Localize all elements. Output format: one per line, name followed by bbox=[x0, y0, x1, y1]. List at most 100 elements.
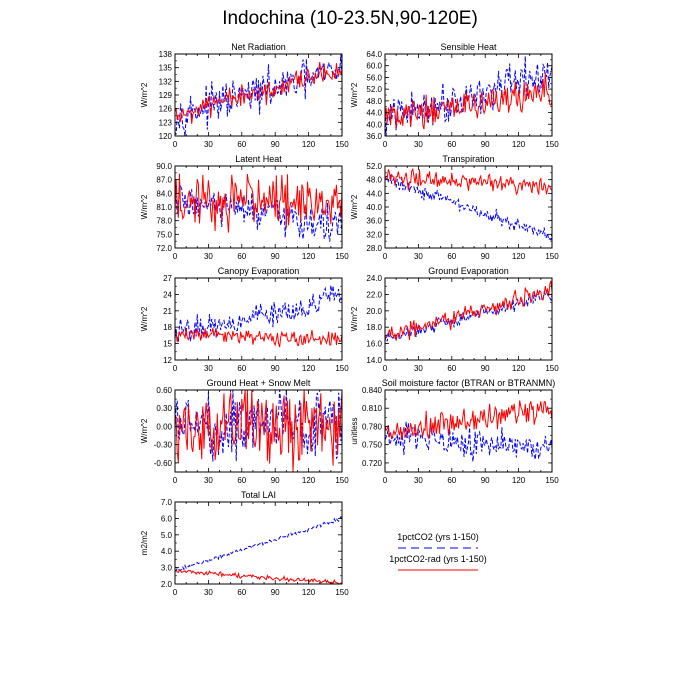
x-tick-label: 90 bbox=[481, 364, 490, 373]
y-tick-label: 48.0 bbox=[366, 176, 382, 185]
y-tick-label: 135 bbox=[159, 64, 173, 73]
x-tick-label: 30 bbox=[414, 140, 423, 149]
panel-8: Soil moisture factor (BTRAN or BTRANMN) u… bbox=[350, 378, 559, 485]
y-tick-label: 60.0 bbox=[366, 62, 382, 71]
series-line-1 bbox=[174, 184, 343, 242]
x-tick-label: 60 bbox=[237, 140, 246, 149]
y-tick-label: 6.0 bbox=[161, 514, 173, 523]
x-tick-label: 150 bbox=[335, 252, 349, 261]
x-tick-label: 0 bbox=[173, 364, 178, 373]
x-tick-label: 0 bbox=[173, 252, 178, 261]
x-tick-label: 60 bbox=[447, 140, 456, 149]
x-tick-label: 0 bbox=[173, 476, 178, 485]
panel-6: Ground Evaporation W/m^2 0 30 60 90 120 150 14.0… bbox=[350, 266, 559, 373]
y-tick-label: 12 bbox=[163, 356, 172, 365]
y-tick-label: 44.0 bbox=[366, 109, 382, 118]
y-tick-label: 21 bbox=[163, 307, 172, 316]
y-tick-label: 5.0 bbox=[161, 531, 173, 540]
series-line-2 bbox=[384, 400, 553, 440]
y-tick-label: 32.0 bbox=[366, 230, 382, 239]
y-tick-label: 27 bbox=[163, 274, 172, 283]
y-tick-label: 14.0 bbox=[366, 356, 382, 365]
x-tick-label: 60 bbox=[237, 252, 246, 261]
x-tick-label: 120 bbox=[302, 476, 316, 485]
y-tick-label: 87.0 bbox=[156, 176, 172, 185]
y-tick-label: 72.0 bbox=[156, 244, 172, 253]
series-line-2 bbox=[384, 280, 553, 342]
y-tick-label: 36.0 bbox=[366, 132, 382, 141]
y-tick-label: 126 bbox=[159, 105, 173, 114]
legend: 1pctCO2 (yrs 1-150) 1pctCO2-rad (yrs 1-15… bbox=[389, 532, 487, 571]
y-tick-label: 129 bbox=[159, 91, 173, 100]
x-tick-label: 120 bbox=[302, 588, 316, 597]
panel-9: Total LAI m2/m2 0 30 60 90 120 150 2.0 3.0 4.0 5.0 6… bbox=[140, 490, 349, 597]
y-tick-label: 40.0 bbox=[366, 120, 382, 129]
y-tick-label: 0.810 bbox=[362, 404, 383, 413]
x-tick-label: 90 bbox=[271, 476, 280, 485]
plot-frame bbox=[384, 165, 553, 249]
x-tick-label: 30 bbox=[414, 252, 423, 261]
series-line-2 bbox=[174, 62, 343, 124]
y-tick-label: 48.0 bbox=[366, 97, 382, 106]
series-line-1 bbox=[174, 515, 343, 572]
x-tick-label: 30 bbox=[204, 588, 213, 597]
x-tick-label: 0 bbox=[383, 252, 388, 261]
x-tick-label: 150 bbox=[335, 140, 349, 149]
y-tick-label: 120 bbox=[159, 132, 173, 141]
y-tick-label: 40.0 bbox=[366, 203, 382, 212]
x-tick-label: 150 bbox=[335, 476, 349, 485]
y-tick-label: 52.0 bbox=[366, 162, 382, 171]
y-tick-label: 18 bbox=[163, 323, 172, 332]
plot-frame bbox=[174, 501, 343, 585]
y-tick-label: 75.0 bbox=[156, 230, 172, 239]
y-tick-label: 18.0 bbox=[366, 323, 382, 332]
page-title: Indochina (10-23.5N,90-120E) bbox=[222, 8, 478, 29]
y-tick-label: 0.750 bbox=[362, 441, 383, 450]
series-line-2 bbox=[174, 569, 343, 585]
y-tick-label: 28.0 bbox=[366, 244, 382, 253]
y-axis-label: W/m^2 bbox=[140, 82, 149, 107]
panel-3: Latent Heat W/m^2 0 30 60 90 120 150 72.0 75.0 78.… bbox=[140, 154, 349, 261]
x-tick-label: 90 bbox=[271, 140, 280, 149]
y-tick-label: 132 bbox=[159, 77, 173, 86]
x-tick-label: 30 bbox=[204, 140, 213, 149]
y-tick-label: 0.780 bbox=[362, 422, 383, 431]
x-tick-label: 150 bbox=[545, 364, 559, 373]
x-tick-label: 0 bbox=[173, 588, 178, 597]
y-tick-label: 0.720 bbox=[362, 459, 383, 468]
plot-frame bbox=[384, 389, 553, 473]
y-axis-label: W/m^2 bbox=[350, 194, 359, 219]
series-line-2 bbox=[384, 72, 553, 130]
series-line-2 bbox=[174, 173, 343, 233]
y-tick-label: -0.30 bbox=[154, 441, 173, 450]
panel-5: Canopy Evaporation W/m^2 0 30 60 90 120 150 12 15… bbox=[140, 266, 349, 373]
y-tick-label: 15 bbox=[163, 340, 172, 349]
x-tick-label: 30 bbox=[414, 364, 423, 373]
x-tick-label: 150 bbox=[545, 140, 559, 149]
y-tick-label: 90.0 bbox=[156, 162, 172, 171]
x-tick-label: 150 bbox=[335, 588, 349, 597]
x-tick-label: 0 bbox=[383, 476, 388, 485]
x-tick-label: 30 bbox=[204, 364, 213, 373]
panel-title: Soil moisture factor (BTRAN or BTRANMN) bbox=[382, 378, 556, 388]
y-axis-label: W/m^2 bbox=[140, 306, 149, 331]
y-tick-label: 64.0 bbox=[366, 50, 382, 59]
y-tick-label: 123 bbox=[159, 118, 173, 127]
x-tick-label: 120 bbox=[512, 140, 526, 149]
panel-title: Ground Evaporation bbox=[428, 266, 509, 276]
y-tick-label: 7.0 bbox=[161, 498, 173, 507]
x-tick-label: 120 bbox=[302, 252, 316, 261]
y-tick-label: 24.0 bbox=[366, 274, 382, 283]
plot-frame bbox=[174, 389, 343, 473]
panel-4: Transpiration W/m^2 0 30 60 90 120 150 28.0 32.0 3… bbox=[350, 154, 559, 261]
panel-2: Sensible Heat W/m^2 0 30 60 90 120 150 36.0 40.0 4… bbox=[350, 42, 559, 149]
y-tick-label: 78.0 bbox=[156, 217, 172, 226]
y-tick-label: 3.0 bbox=[161, 564, 173, 573]
y-tick-label: 0.60 bbox=[156, 386, 172, 395]
series-line-1 bbox=[174, 285, 343, 344]
y-tick-label: 36.0 bbox=[366, 217, 382, 226]
panel-title: Sensible Heat bbox=[440, 42, 497, 52]
y-tick-label: 0.00 bbox=[156, 422, 172, 431]
y-axis-label: m2/m2 bbox=[140, 530, 149, 555]
